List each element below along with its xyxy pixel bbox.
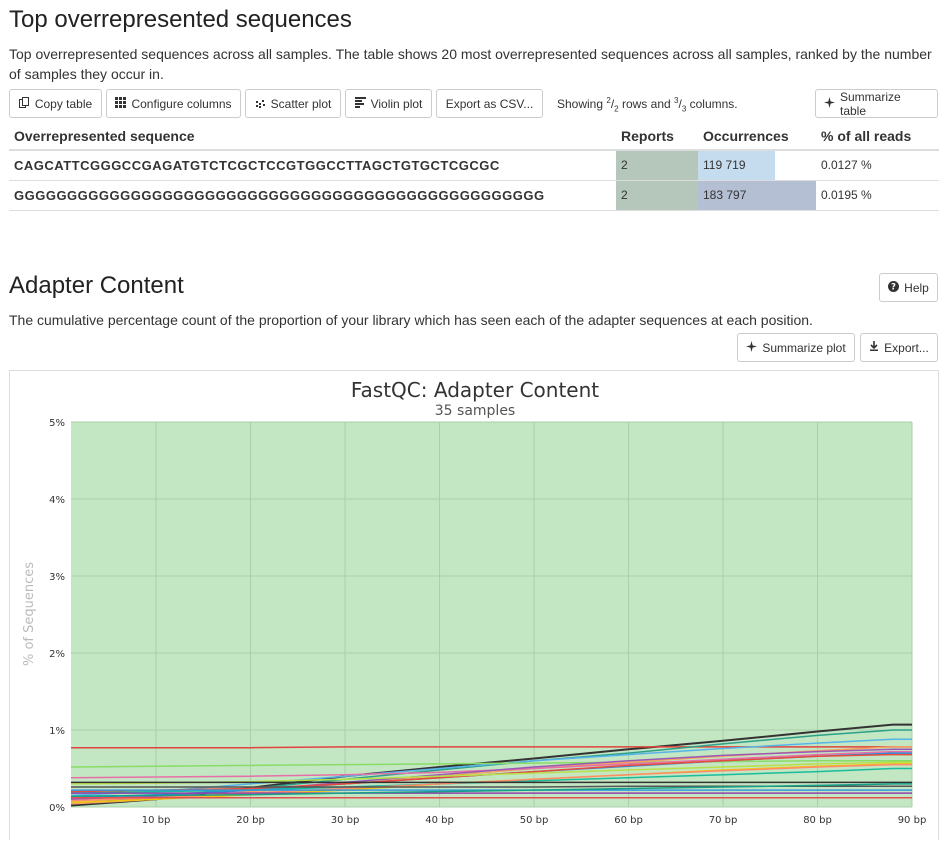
showing-prefix: Showing — [557, 97, 604, 111]
export-csv-button[interactable]: Export as CSV... — [436, 89, 543, 118]
showing-info: Showing 2/2 rows and 3/3 columns. — [557, 96, 738, 114]
rows-total: 2 — [614, 104, 619, 114]
y-tick-label: 4% — [49, 495, 65, 506]
export-csv-label: Export as CSV... — [445, 96, 534, 111]
series-line[interactable] — [71, 785, 912, 788]
occurrences-bar — [698, 180, 816, 210]
occurrences-cell: 119 719 — [698, 150, 816, 181]
y-tick-label: 1% — [49, 726, 65, 737]
table-row: GGGGGGGGGGGGGGGGGGGGGGGGGGGGGGGGGGGGGGGG… — [9, 180, 939, 211]
copy-table-button[interactable]: Copy table — [9, 89, 102, 118]
question-circle-icon: ? — [888, 280, 900, 295]
summarize-table-button[interactable]: Summarize table — [815, 89, 938, 118]
rows-shown: 2 — [606, 96, 611, 105]
adapter-chart: FastQC: Adapter Content 35 samples 0% 1% 2… — [9, 370, 939, 840]
col-header-reports[interactable]: Reports — [616, 122, 698, 151]
overrep-description: Top overrepresented sequences across all… — [9, 46, 932, 82]
configure-columns-label: Configure columns — [131, 96, 232, 111]
export-button[interactable]: Export... — [860, 333, 938, 362]
reports-cell: 2 — [616, 180, 698, 211]
download-icon — [869, 341, 879, 354]
reports-cell: 2 — [616, 150, 698, 181]
y-tick-label: 0% — [49, 803, 65, 814]
grid-icon — [115, 96, 127, 111]
help-button[interactable]: ? Help — [879, 273, 938, 302]
summarize-plot-label: Summarize plot — [762, 340, 846, 355]
sparkle-icon — [824, 96, 835, 111]
plot-background — [71, 422, 912, 807]
cols-word: columns. — [689, 97, 738, 111]
series-line[interactable] — [70, 783, 912, 797]
pct-reads-cell: 0.0195 % — [816, 180, 939, 211]
x-tick-label: 40 bp — [425, 815, 454, 826]
table-header-row: Overrepresented sequence Reports Occurre… — [9, 122, 939, 151]
adapter-title: Adapter Content — [9, 272, 184, 299]
sparkle-icon — [746, 340, 758, 355]
col-header-occurrences[interactable]: Occurrences — [698, 122, 816, 151]
copy-icon — [18, 96, 30, 111]
y-tick-label: 5% — [49, 418, 65, 429]
x-tick-label: 20 bp — [236, 815, 265, 826]
overrep-title: Top overrepresented sequences — [9, 6, 352, 33]
x-tick-label: 80 bp — [803, 815, 832, 826]
rows-word: rows and — [621, 97, 671, 111]
series-line[interactable] — [71, 746, 912, 749]
x-tick-label: 70 bp — [709, 815, 738, 826]
help-label: Help — [904, 280, 929, 295]
violin-plot-button[interactable]: Violin plot — [345, 89, 432, 118]
col-header-sequence[interactable]: Overrepresented sequence — [9, 122, 616, 151]
chart-title: FastQC: Adapter Content — [351, 378, 599, 402]
occurrences-value: 183 797 — [703, 188, 747, 202]
y-axis-label: % of Sequences — [22, 562, 37, 666]
bar-chart-icon — [354, 96, 366, 111]
x-tick-label: 30 bp — [331, 815, 360, 826]
occurrences-bar — [698, 151, 775, 180]
occurrences-cell: 183 797 — [698, 180, 816, 211]
configure-columns-button[interactable]: Configure columns — [106, 89, 241, 118]
adapter-description: The cumulative percentage count of the p… — [9, 312, 813, 328]
scatter-plot-button[interactable]: Scatter plot — [245, 89, 341, 118]
export-label: Export... — [884, 340, 929, 355]
sequence-cell: GGGGGGGGGGGGGGGGGGGGGGGGGGGGGGGGGGGGGGGG… — [9, 180, 616, 211]
scatter-plot-label: Scatter plot — [270, 96, 332, 111]
y-tick-label: 2% — [49, 649, 65, 660]
copy-table-label: Copy table — [34, 96, 93, 111]
x-tick-label: 60 bp — [614, 815, 643, 826]
summarize-plot-button[interactable]: Summarize plot — [737, 333, 855, 362]
cols-total: 3 — [681, 104, 687, 114]
x-tick-label: 50 bp — [520, 815, 549, 826]
chart-subtitle: 35 samples — [435, 403, 515, 419]
cols-shown: 3 — [674, 96, 679, 105]
x-tick-label: 10 bp — [142, 815, 171, 826]
occurrences-value: 119 719 — [703, 158, 746, 173]
col-header-pct-reads[interactable]: % of all reads — [816, 122, 939, 151]
series-line[interactable] — [70, 753, 912, 793]
violin-plot-label: Violin plot — [370, 96, 423, 111]
adapter-chart-svg: FastQC: Adapter Content 35 samples 0% 1% 2… — [22, 378, 927, 826]
svg-text:?: ? — [891, 282, 896, 291]
overrep-table: Overrepresented sequence Reports Occurre… — [9, 122, 939, 211]
series-line[interactable] — [70, 750, 912, 779]
series-line[interactable] — [70, 760, 912, 768]
table-row: CAGCATTCGGGCCGAGATGTCTCGCTCCGTGGCCTTAGCT… — [9, 150, 939, 181]
sequence-cell: CAGCATTCGGGCCGAGATGTCTCGCTCCGTGGCCTTAGCT… — [9, 150, 616, 181]
x-tick-label: 90 bp — [898, 815, 927, 826]
y-tick-label: 3% — [49, 572, 65, 583]
summarize-table-label: Summarize table — [840, 89, 901, 118]
scatter-icon — [255, 97, 266, 111]
pct-reads-cell: 0.0127 % — [816, 150, 939, 181]
